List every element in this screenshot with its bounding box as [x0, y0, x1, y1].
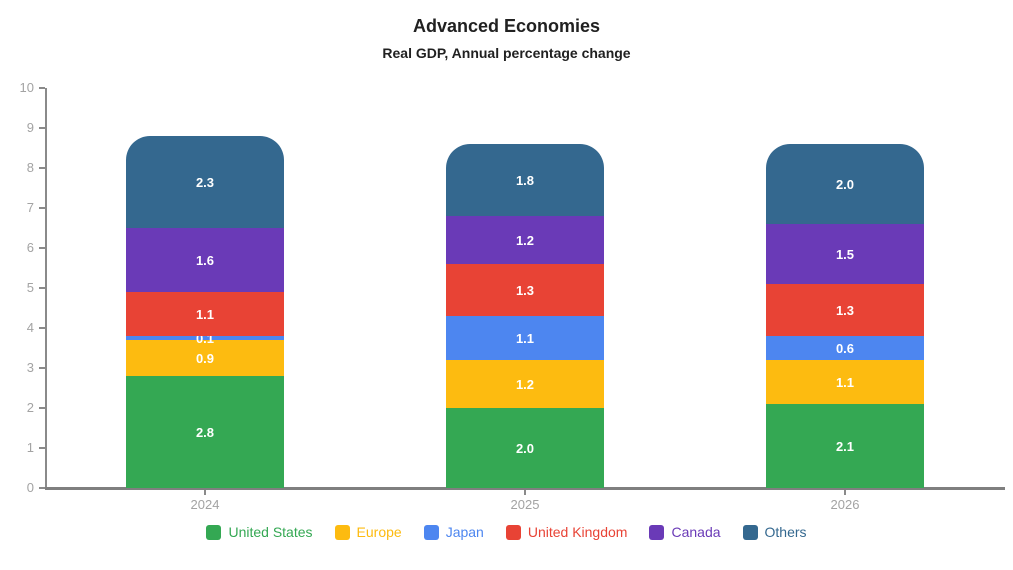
bar-value-label: 2.1	[835, 438, 855, 454]
legend: United States Europe Japan United Kingdom Ca…	[0, 524, 1013, 540]
bar-value-label: 2.3	[195, 174, 215, 190]
bar-segment-united-states-2025[interactable]: 2.0	[446, 408, 604, 488]
y-axis-tick	[39, 287, 45, 289]
bar-segment-others-2025[interactable]: 1.8	[446, 144, 604, 216]
bar-segment-europe-2025[interactable]: 1.2	[446, 360, 604, 408]
bar-segment-united-kingdom-2025[interactable]: 1.3	[446, 264, 604, 316]
bar-segment-japan-2024[interactable]: 0.1	[126, 331, 284, 346]
legend-swatch-icon	[505, 524, 521, 540]
legend-item-canada[interactable]: Canada	[649, 524, 721, 540]
y-axis-tick	[39, 327, 45, 329]
y-axis-tick	[39, 127, 45, 129]
legend-swatch-icon	[649, 524, 665, 540]
bar-segment-europe-2024[interactable]: 0.9	[126, 340, 284, 376]
y-axis-tick-label: 2	[26, 400, 34, 415]
legend-swatch-icon	[742, 524, 758, 540]
bar-value-label: 2.0	[515, 440, 535, 456]
bar-value-label: 1.1	[195, 306, 215, 322]
legend-swatch-icon	[423, 524, 439, 540]
bar-value-label: 1.1	[835, 374, 855, 390]
legend-item-united-kingdom[interactable]: United Kingdom	[505, 524, 628, 540]
x-axis-tick-label-2024: 2024	[190, 497, 220, 512]
bar-value-label: 1.8	[515, 172, 535, 188]
y-axis-tick	[39, 367, 45, 369]
legend-label: Others	[764, 524, 807, 540]
bar-segment-europe-2026[interactable]: 1.1	[766, 360, 924, 404]
y-axis-tick	[39, 247, 45, 249]
y-axis-tick-label: 8	[26, 160, 34, 175]
legend-item-united-states[interactable]: United States	[206, 524, 313, 540]
bar-value-label: 1.3	[835, 302, 855, 318]
bar-value-label: 1.2	[515, 232, 535, 248]
x-axis-tick-label-2026: 2026	[830, 497, 860, 512]
chart-subtitle: Real GDP, Annual percentage change	[382, 45, 631, 61]
legend-label: United States	[228, 524, 313, 540]
bar-segment-canada-2025[interactable]: 1.2	[446, 216, 604, 264]
bar-segment-canada-2026[interactable]: 1.5	[766, 224, 924, 284]
legend-swatch-icon	[206, 524, 222, 540]
bar-segment-united-states-2026[interactable]: 2.1	[766, 404, 924, 488]
legend-label: Europe	[356, 524, 402, 540]
bar-value-label: 2.8	[195, 424, 215, 440]
y-axis-tick-label: 7	[26, 200, 34, 215]
bar-segment-united-kingdom-2026[interactable]: 1.3	[766, 284, 924, 336]
legend-item-others[interactable]: Others	[742, 524, 807, 540]
bar-segment-others-2026[interactable]: 2.0	[766, 144, 924, 224]
y-axis-tick	[39, 167, 45, 169]
bar-value-label: 0.9	[195, 350, 215, 366]
bar-value-label: 1.6	[195, 252, 215, 268]
bar-segment-others-2024[interactable]: 2.3	[126, 136, 284, 228]
bar-segment-canada-2024[interactable]: 1.6	[126, 228, 284, 292]
y-axis-tick	[39, 407, 45, 409]
y-axis-line	[45, 88, 47, 488]
y-axis-tick	[39, 207, 45, 209]
y-axis-tick-label: 4	[26, 320, 34, 335]
x-axis-tick	[204, 490, 206, 495]
y-axis-tick-label: 0	[26, 480, 34, 495]
y-axis-tick	[39, 487, 45, 489]
bar-value-label: 0.6	[835, 340, 855, 356]
legend-label: Japan	[445, 524, 484, 540]
legend-item-japan[interactable]: Japan	[423, 524, 484, 540]
legend-label: Canada	[671, 524, 721, 540]
legend-label: United Kingdom	[527, 524, 628, 540]
y-axis-tick-label: 6	[26, 240, 34, 255]
x-axis-line	[45, 487, 1005, 490]
y-axis-tick-label: 10	[19, 80, 34, 95]
y-axis-tick-label: 9	[26, 120, 34, 135]
y-axis-tick-label: 1	[26, 440, 34, 455]
x-axis-tick	[844, 490, 846, 495]
y-axis-tick	[39, 87, 45, 89]
x-axis-tick	[524, 490, 526, 495]
bar-segment-united-kingdom-2024[interactable]: 1.1	[126, 292, 284, 336]
bar-segment-united-states-2024[interactable]: 2.8	[126, 376, 284, 488]
bar-value-label: 1.1	[515, 330, 535, 346]
bar-value-label: 1.3	[515, 282, 535, 298]
legend-swatch-icon	[334, 524, 350, 540]
bar-value-label: 1.5	[835, 246, 855, 262]
x-axis-tick-label-2025: 2025	[510, 497, 540, 512]
chart-title: Advanced Economies	[412, 16, 601, 36]
bar-value-label: 2.0	[835, 176, 855, 192]
bar-value-label: 1.2	[515, 376, 535, 392]
bar-segment-japan-2025[interactable]: 1.1	[446, 316, 604, 360]
y-axis-tick	[39, 447, 45, 449]
y-axis-tick-label: 5	[26, 280, 34, 295]
y-axis-tick-label: 3	[26, 360, 34, 375]
bar-segment-japan-2026[interactable]: 0.6	[766, 336, 924, 360]
legend-item-europe[interactable]: Europe	[334, 524, 402, 540]
